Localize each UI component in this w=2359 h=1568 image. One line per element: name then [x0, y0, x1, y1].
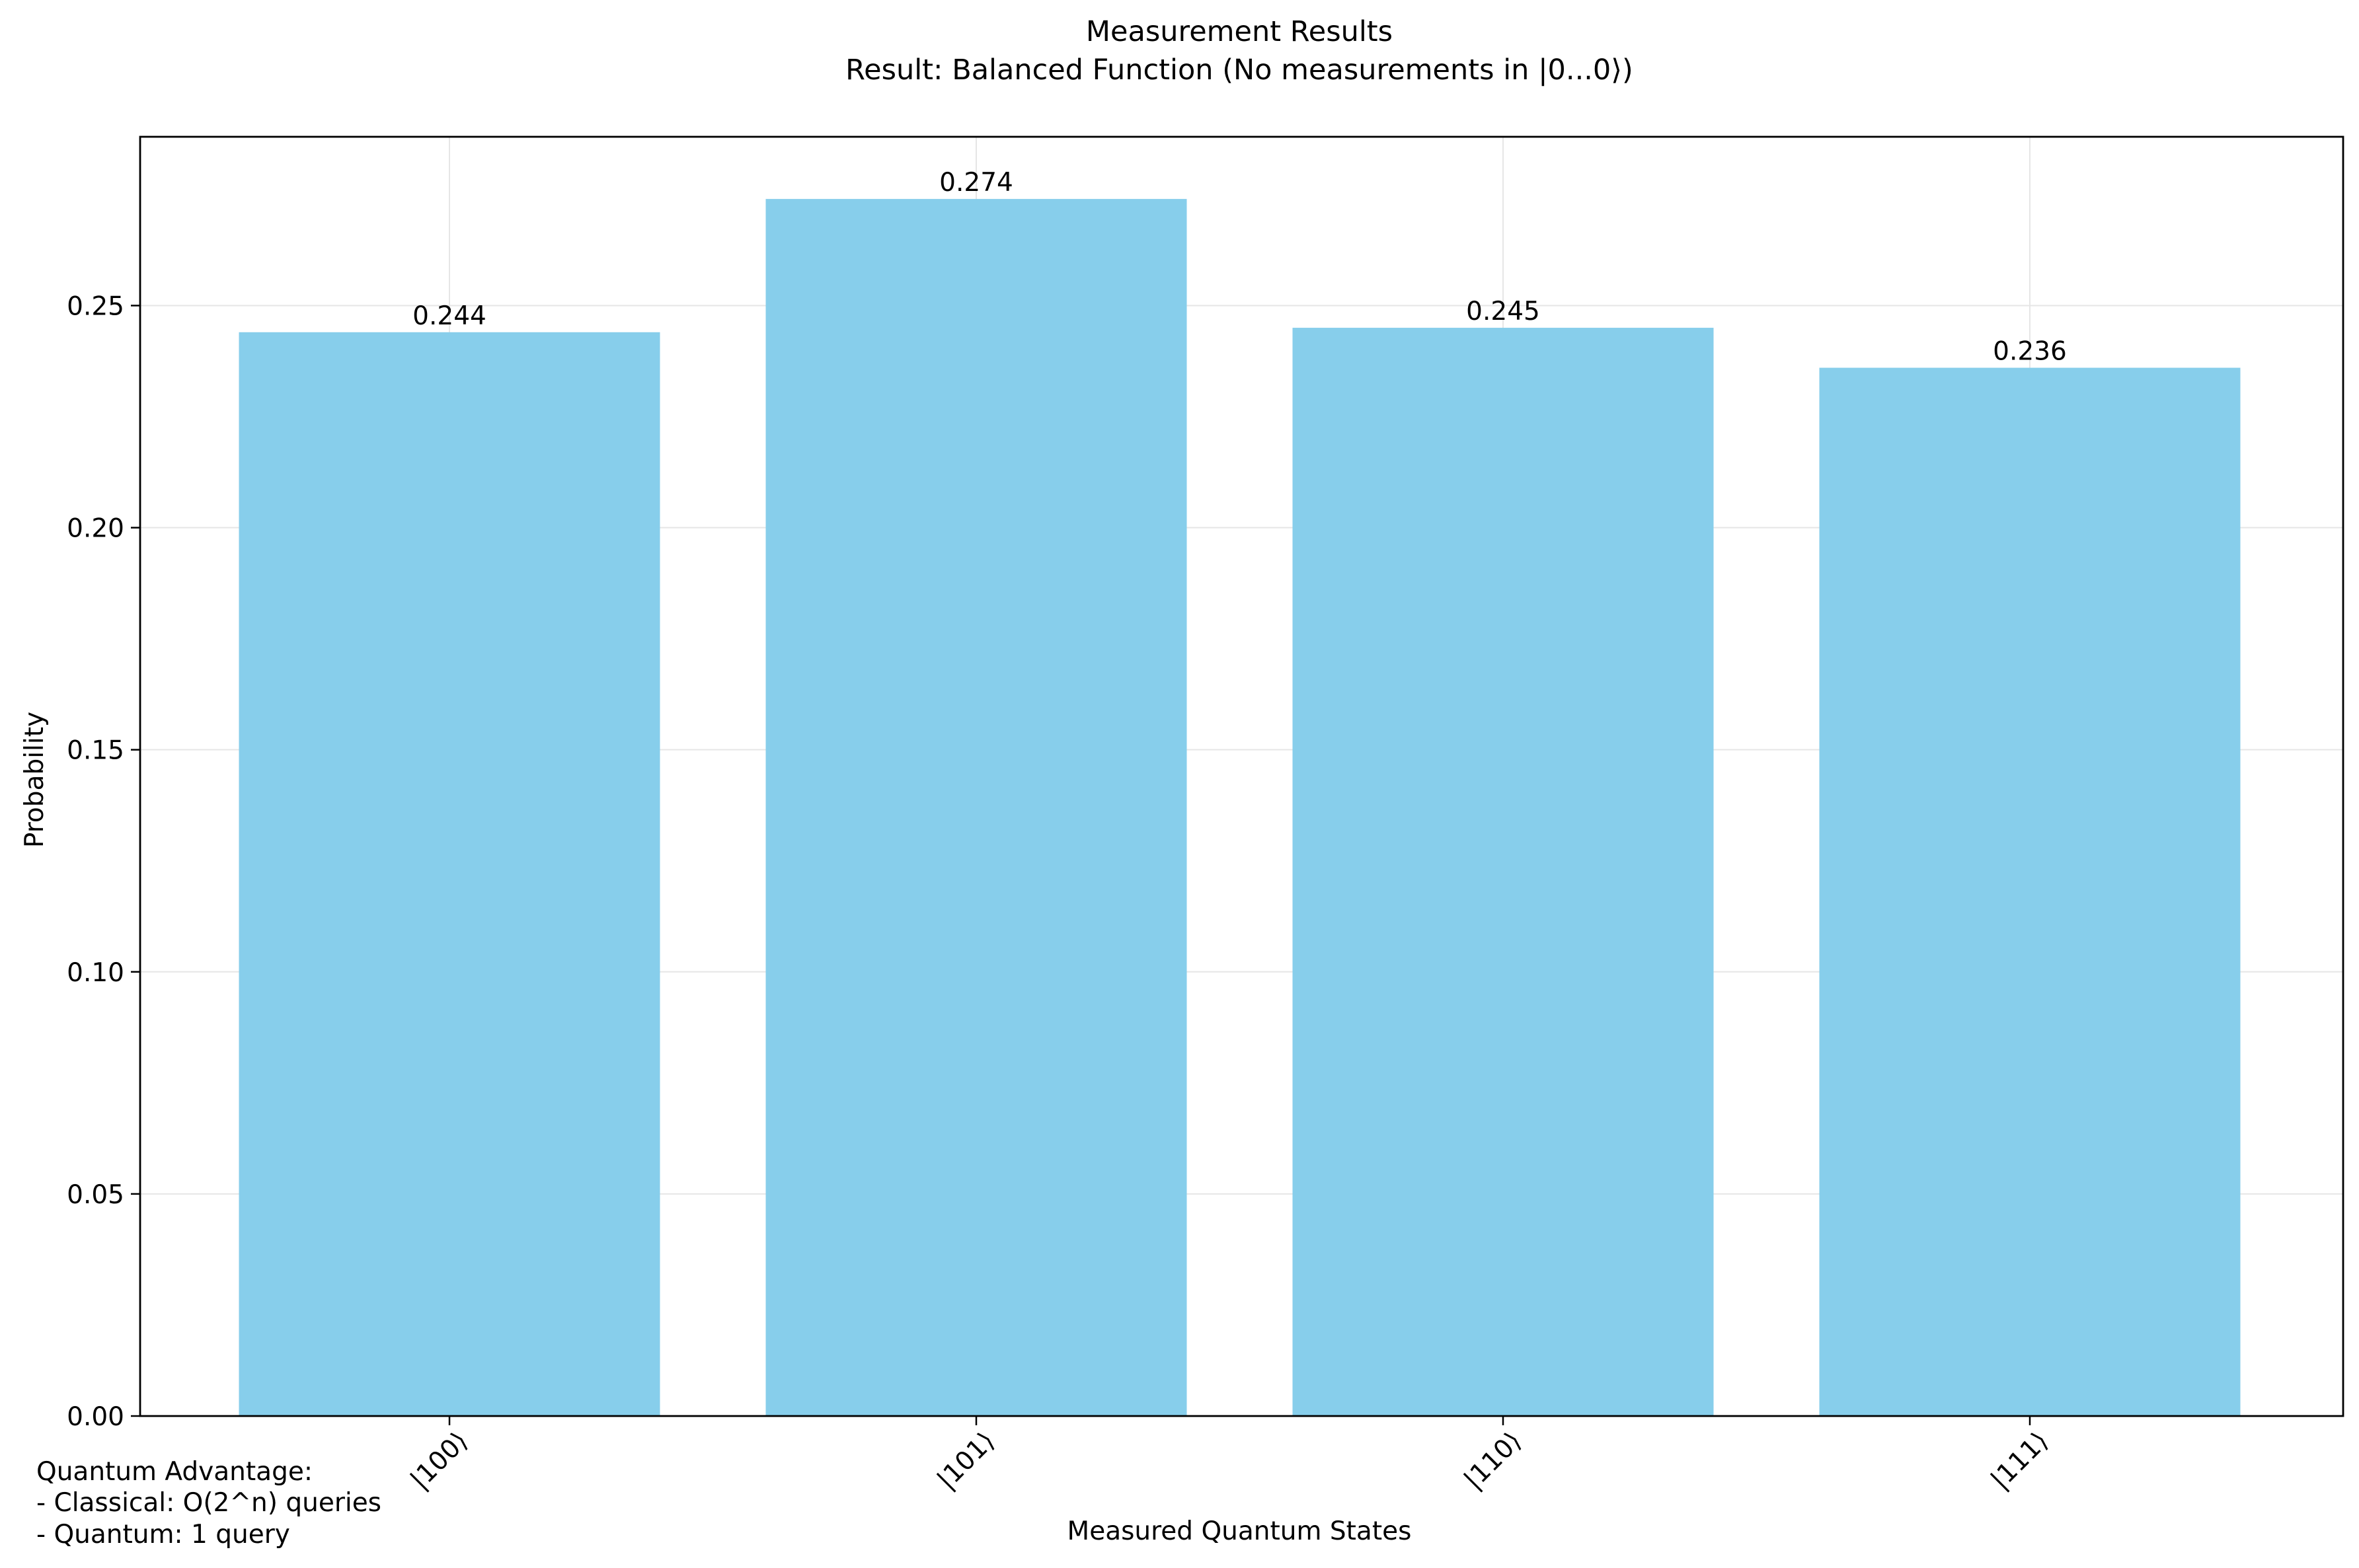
note-line: - Classical: O(2^n) queries	[36, 1488, 381, 1518]
y-tick-label: 0.05	[67, 1180, 124, 1210]
quantum-advantage-note: Quantum Advantage: - Classical: O(2^n) q…	[36, 1457, 381, 1549]
x-axis-label: Measured Quantum States	[1067, 1516, 1412, 1546]
chart-subtitle: Result: Balanced Function (No measuremen…	[845, 54, 1633, 87]
bars	[239, 199, 2241, 1417]
y-axis-label: Probability	[20, 712, 50, 848]
bar	[765, 199, 1187, 1417]
bar-value-label: 0.236	[1993, 337, 2067, 367]
bar-value-label: 0.274	[939, 168, 1013, 198]
y-tick-label: 0.25	[67, 291, 124, 321]
plot-frame	[139, 135, 2344, 1417]
y-tick-label: 0.00	[67, 1402, 124, 1432]
y-axis-ticks: 0.00 0.05 0.10 0.15 0.20 0.25	[67, 291, 140, 1432]
y-tick-label: 0.20	[67, 514, 124, 544]
bar-value-label: 0.244	[412, 301, 486, 331]
bar	[1292, 328, 1714, 1416]
note-line: - Quantum: 1 query	[36, 1520, 290, 1549]
bar-value-label: 0.245	[1466, 297, 1540, 326]
note-line: Quantum Advantage:	[36, 1457, 313, 1487]
y-tick-label: 0.15	[67, 736, 124, 766]
y-tick-label: 0.10	[67, 958, 124, 988]
chart-title: Measurement Results	[1086, 15, 1393, 48]
bar	[239, 332, 660, 1416]
bar-value-labels: 0.244 0.274 0.245 0.236	[412, 168, 2067, 366]
bar	[1819, 367, 2241, 1416]
